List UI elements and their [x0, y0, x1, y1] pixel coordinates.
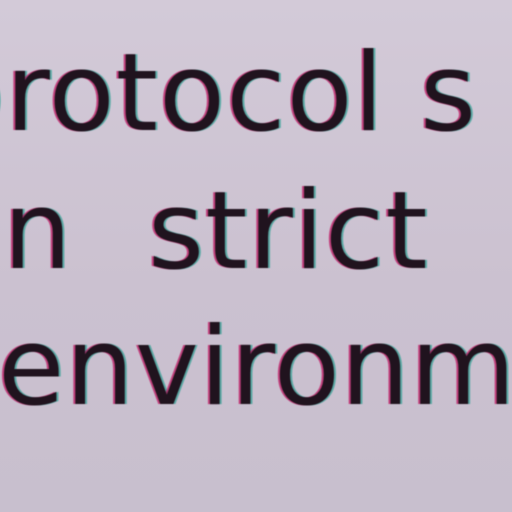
- text-line-3: environm: [0, 305, 512, 430]
- text-line-2: on strict: [0, 169, 429, 294]
- text-line-1: protocol s: [0, 31, 478, 156]
